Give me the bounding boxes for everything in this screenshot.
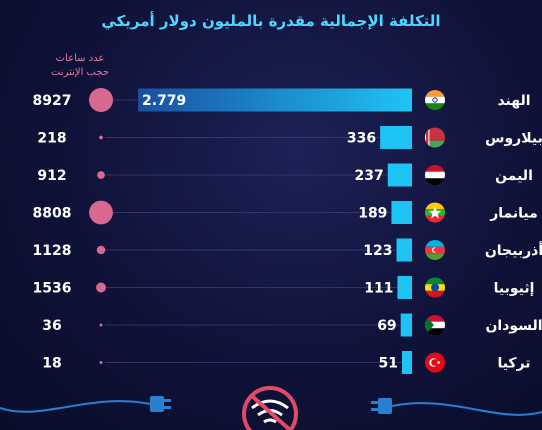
unplugged-cable-icon — [371, 398, 542, 416]
hours-bubble — [99, 361, 103, 364]
cost-value-label: 336 — [347, 131, 376, 147]
hours-value-label: 1128 — [33, 243, 72, 259]
hours-bubble — [96, 245, 106, 255]
hours-header-line-2: حجب الإنترنت — [50, 67, 110, 78]
cost-bar — [387, 163, 412, 187]
country-label: أذربيجان — [485, 241, 542, 259]
cost-value-label: 111 — [364, 281, 393, 297]
hours-value-label: 1536 — [33, 281, 72, 297]
country-label: إثيوبيا — [494, 281, 535, 297]
country-label: ميانمار — [489, 206, 538, 222]
cost-value-label: 237 — [355, 168, 384, 184]
hours-value-label: 912 — [37, 168, 66, 184]
belarus-flag-icon — [425, 127, 445, 148]
hours-bubble — [96, 282, 106, 293]
chart-title: التكلفة الإجمالية مقدرة بالمليون دولار أ… — [101, 12, 441, 30]
country-label: الهند — [497, 93, 530, 109]
hours-bubble — [97, 171, 105, 179]
no-wifi-icon — [242, 386, 298, 430]
unplugged-cable-icon — [0, 396, 171, 413]
cost-bar — [380, 126, 412, 149]
country-label: تركيا — [497, 356, 530, 372]
hours-value-label: 8927 — [33, 93, 72, 109]
cost-value-label: 51 — [379, 356, 398, 372]
cost-value-label: 189 — [358, 206, 387, 222]
hours-column-header: عدد ساعات حجب الإنترنت — [40, 52, 120, 80]
hours-value-label: 218 — [37, 131, 66, 147]
hours-bubble — [89, 88, 113, 112]
turkey-flag-icon — [425, 352, 445, 373]
india-flag-icon — [425, 90, 445, 110]
cost-value-label: 123 — [363, 243, 392, 259]
hours-value-label: 36 — [42, 318, 61, 334]
country-label: اليمن — [495, 168, 533, 184]
ethiopia-flag-icon — [425, 277, 445, 298]
cost-bar — [397, 276, 412, 299]
country-label: السودان — [485, 318, 542, 334]
cost-bar — [138, 88, 412, 112]
country-label: بيلاروس — [485, 131, 542, 147]
yemen-flag-icon — [425, 165, 445, 185]
cost-value-label: 69 — [377, 318, 396, 334]
hours-bubble — [99, 135, 103, 140]
cost-bar — [396, 238, 412, 262]
cost-bar — [402, 351, 412, 374]
hours-bubble — [89, 200, 113, 225]
hours-value-label: 18 — [42, 356, 61, 372]
hours-header-line-1: عدد ساعات — [55, 53, 105, 64]
azerbaijan-flag-icon — [425, 240, 445, 260]
cost-bar — [400, 313, 412, 337]
hours-value-label: 8808 — [33, 206, 72, 222]
hours-bubble — [99, 323, 103, 327]
myanmar-flag-icon — [425, 202, 445, 223]
cost-bar — [391, 201, 412, 224]
cost-bar-chart: 2.779 الهند 8927 336 بيلاروس 218 237 اليمن 912 18… — [33, 88, 542, 374]
bottom-decoration — [0, 386, 542, 430]
cost-value-label: 2.779 — [142, 93, 186, 109]
sudan-flag-icon — [425, 315, 445, 335]
